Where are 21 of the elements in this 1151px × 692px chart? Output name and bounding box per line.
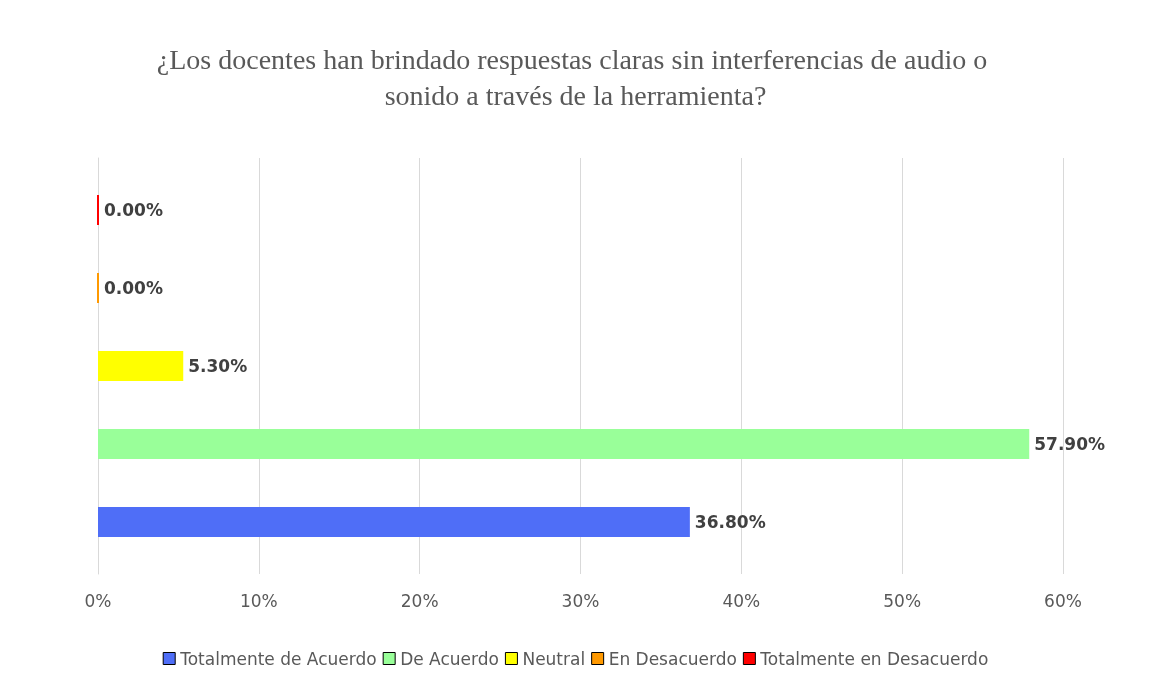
x-tick-label: 50% (883, 590, 922, 611)
data-label: 36.80% (694, 512, 766, 532)
bar (98, 507, 690, 537)
bar (98, 351, 184, 381)
x-tick-label: 0% (84, 590, 112, 611)
chart-title: ¿Los docentes han brindado respuestas claras sin interferencias de audio o sonido a través de la herramienta? (156, 43, 995, 111)
x-tick-label: 60% (1044, 590, 1082, 611)
data-label: 57.90% (1034, 434, 1106, 454)
legend-label: Totalmente de Acuerdo (179, 648, 377, 669)
legend-label: Neutral (522, 648, 586, 669)
data-label: 5.30% (188, 356, 248, 376)
data-label: 0.00% (104, 278, 163, 298)
x-tick-label: 40% (722, 590, 761, 611)
legend-label: Totalmente en Desacuerdo (759, 648, 989, 669)
data-label: 0.00% (104, 200, 163, 220)
x-tick-label: 10% (239, 590, 278, 611)
legend-label: De Acuerdo (400, 648, 499, 669)
bar (98, 429, 1030, 459)
x-tick-label: 30% (561, 590, 600, 611)
legend-label: En Desacuerdo (608, 648, 737, 669)
x-tick-label: 20% (400, 590, 439, 611)
